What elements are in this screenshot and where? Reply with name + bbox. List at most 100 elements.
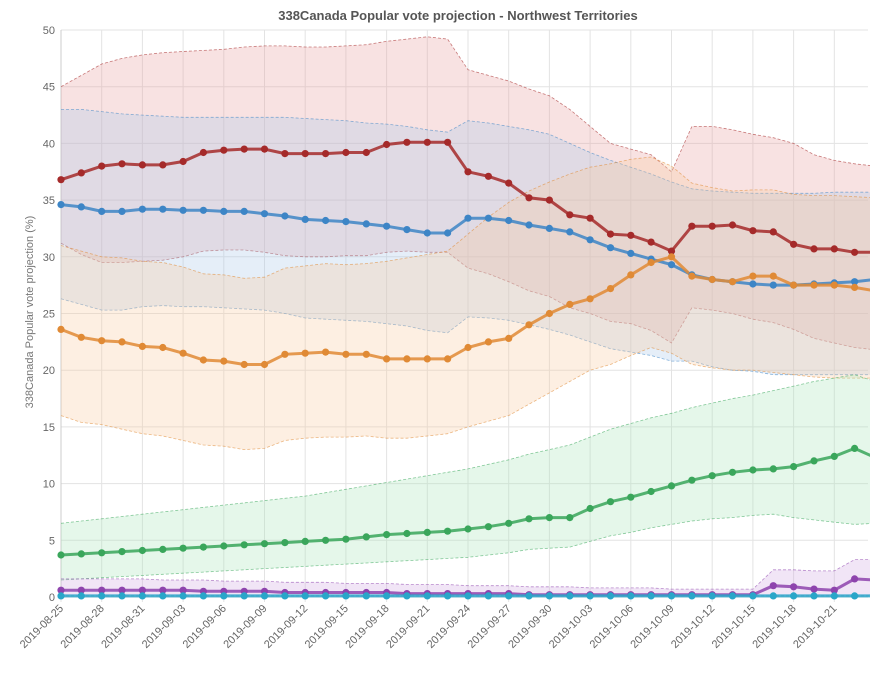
point-cpc <box>220 207 228 215</box>
point-ppc <box>790 583 798 591</box>
point-ppc <box>851 575 859 583</box>
point-ndp <box>138 342 146 350</box>
point-ndp <box>301 349 309 357</box>
point-cpc <box>342 218 350 226</box>
band-lower-cpc <box>60 298 870 376</box>
point-gpc <box>77 550 85 558</box>
point-lpc <box>322 150 330 158</box>
point-cpc <box>464 214 472 222</box>
point-bq <box>281 592 289 600</box>
point-gpc <box>830 452 838 460</box>
point-bq <box>444 592 452 600</box>
point-gpc <box>199 543 207 551</box>
point-cpc <box>240 207 248 215</box>
point-lpc <box>851 248 859 256</box>
band-upper-ppc <box>61 559 870 590</box>
point-lpc <box>179 157 187 166</box>
point-gpc <box>606 498 615 506</box>
point-lpc <box>728 221 737 229</box>
point-lpc <box>545 196 554 204</box>
point-gpc <box>240 541 248 549</box>
point-lpc <box>98 162 106 170</box>
point-cpc <box>362 220 370 228</box>
point-ndp <box>159 343 167 352</box>
point-cpc <box>769 281 777 289</box>
point-lpc <box>810 245 818 253</box>
point-cpc <box>301 215 309 223</box>
point-lpc <box>505 179 513 187</box>
point-ndp <box>505 334 513 342</box>
point-lpc <box>566 211 574 219</box>
point-lpc <box>769 228 777 236</box>
band-lpc <box>61 36 870 350</box>
point-cpc <box>444 229 452 237</box>
point-gpc <box>484 523 492 531</box>
band-ndp <box>61 157 870 450</box>
series-points <box>57 138 859 600</box>
point-bq <box>362 592 370 600</box>
point-ndp <box>525 321 533 329</box>
point-cpc <box>179 206 187 214</box>
point-bq <box>525 592 533 600</box>
point-ndp <box>179 349 187 357</box>
point-bq <box>138 592 146 600</box>
band-lower-gpc <box>60 513 870 581</box>
point-bq <box>606 592 615 600</box>
point-bq <box>342 592 350 600</box>
y-axis-label: 338Canada Popular vote projection (%) <box>24 216 36 409</box>
point-gpc <box>138 546 146 555</box>
point-gpc <box>322 536 330 544</box>
point-gpc <box>586 504 594 513</box>
point-lpc <box>708 222 716 230</box>
point-bq <box>118 592 126 600</box>
point-bq <box>484 592 492 600</box>
point-bq <box>322 592 330 600</box>
point-ppc <box>810 585 818 593</box>
point-lpc <box>790 240 798 248</box>
point-lpc <box>647 238 655 246</box>
point-ndp <box>464 343 472 352</box>
point-lpc <box>403 138 411 146</box>
point-ndp <box>769 272 777 280</box>
point-ppc <box>98 586 106 594</box>
point-gpc <box>444 527 452 535</box>
point-gpc <box>464 525 472 533</box>
band-upper-lpc <box>60 36 870 173</box>
point-cpc <box>199 206 207 214</box>
point-lpc <box>138 161 146 169</box>
point-gpc <box>810 457 818 465</box>
point-bq <box>423 592 431 600</box>
point-ndp <box>586 295 594 303</box>
chart-title: 338Canada Popular vote projection - Nort… <box>278 8 638 23</box>
point-bq <box>505 592 513 600</box>
point-gpc <box>383 531 391 539</box>
point-ndp <box>362 350 370 358</box>
point-lpc <box>199 148 207 157</box>
point-lpc <box>423 138 431 146</box>
point-ndp <box>708 275 716 284</box>
point-bq <box>627 592 635 600</box>
point-ppc <box>830 586 838 594</box>
point-cpc <box>77 203 85 211</box>
point-bq <box>98 592 106 600</box>
point-bq <box>301 592 309 600</box>
point-lpc <box>240 145 248 153</box>
point-ndp <box>790 281 798 289</box>
point-bq <box>728 592 737 600</box>
point-gpc <box>728 468 737 476</box>
point-bq <box>383 592 391 600</box>
point-bq <box>688 592 696 600</box>
y-tick-label: 0 <box>49 592 55 604</box>
y-tick-label: 15 <box>43 422 55 434</box>
point-lpc <box>830 245 838 253</box>
point-ndp <box>606 285 615 293</box>
point-gpc <box>260 540 269 548</box>
point-ndp <box>403 355 411 363</box>
point-ndp <box>566 300 574 308</box>
point-gpc <box>708 472 716 480</box>
x-tick-label: 2019-10-21 <box>791 603 839 651</box>
point-bq <box>566 592 574 600</box>
point-gpc <box>749 466 757 474</box>
point-bq <box>708 592 716 600</box>
point-lpc <box>464 168 472 176</box>
